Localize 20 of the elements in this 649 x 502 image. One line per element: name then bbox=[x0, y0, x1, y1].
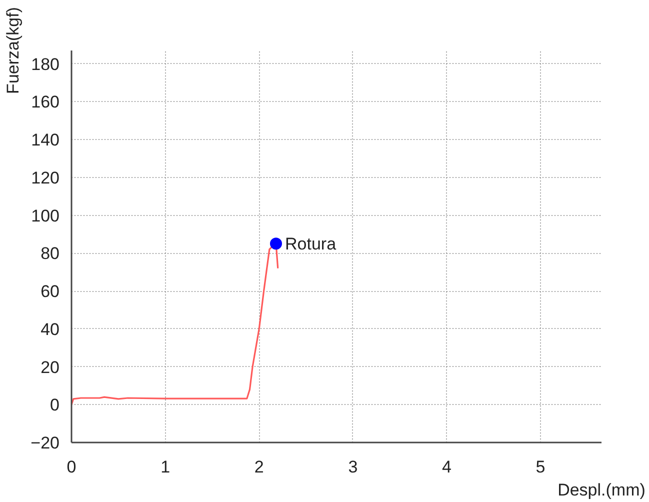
x-tick-label: 5 bbox=[536, 458, 546, 476]
y-tick-label: 140 bbox=[31, 130, 60, 150]
y-tick-label: 100 bbox=[31, 206, 60, 226]
y-tick-label: 120 bbox=[31, 168, 60, 188]
y-tick-label: 160 bbox=[31, 92, 60, 112]
y-axis-title: Fuerza(kgf) bbox=[4, 7, 23, 94]
y-tick-label: 80 bbox=[40, 244, 60, 264]
y-tick-label: 180 bbox=[31, 54, 60, 74]
y-tick-label: 40 bbox=[40, 320, 60, 339]
x-tick-label: 3 bbox=[348, 458, 358, 476]
y-tick-label: −20 bbox=[30, 434, 60, 452]
x-tick-label: 2 bbox=[254, 458, 264, 476]
y-tick-label: 60 bbox=[40, 282, 60, 301]
y-tick-label: 0 bbox=[50, 396, 60, 415]
x-tick-label: 1 bbox=[160, 458, 170, 476]
x-tick-label: 4 bbox=[442, 458, 452, 476]
y-tick-label: 20 bbox=[40, 358, 60, 377]
annotation: Rotura bbox=[284, 234, 337, 254]
x-axis-title: Despl.(mm) bbox=[558, 480, 646, 500]
x-tick-label: 0 bbox=[66, 458, 76, 476]
